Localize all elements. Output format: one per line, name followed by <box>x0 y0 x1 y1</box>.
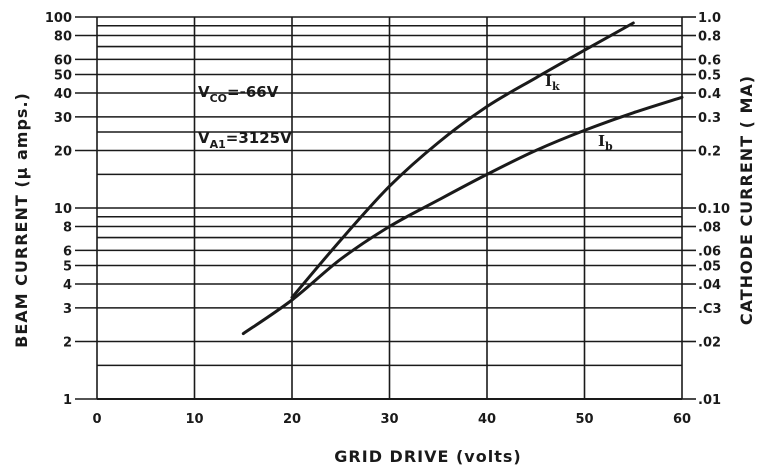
y-right-tick-label: .C3 <box>698 302 722 317</box>
y-left-tick-label: 5 <box>63 259 72 274</box>
annotation-va1: VA1=3125V <box>198 129 292 151</box>
y-left-tick-label: 30 <box>54 111 72 126</box>
annotation-vco: VCO=-66V <box>198 83 279 105</box>
y-right-tick-label: 0.6 <box>698 53 721 68</box>
curves <box>241 21 684 336</box>
curve-label-ib: Ib <box>598 132 613 153</box>
y-left-tick-label: 8 <box>63 221 72 236</box>
x-tick-label: 60 <box>673 412 691 427</box>
x-tick-label: 50 <box>575 412 593 427</box>
x-tick-label: 20 <box>283 412 301 427</box>
y-right-tick-label: .06 <box>698 244 721 259</box>
y-left-tick-label: 80 <box>54 30 72 45</box>
y-right-tick-label: 0.2 <box>698 145 721 160</box>
axis-ticks: 0 10 20 30 40 50 60123456810203040506080100.01… <box>45 11 730 427</box>
x-tick-label: 0 <box>92 412 101 427</box>
svg-text:VCO=-66V: VCO=-66V <box>198 83 279 105</box>
curve-label-ik: Ik <box>545 72 560 93</box>
y-left-tick-label: 60 <box>54 53 72 68</box>
y-right-tick-label: .04 <box>698 278 721 293</box>
y-right-tick-label: .08 <box>698 221 721 236</box>
y-right-tick-label: 0.8 <box>698 30 721 45</box>
y-left-tick-label: 3 <box>63 302 72 317</box>
y-right-tick-label: .02 <box>698 336 721 351</box>
y-right-tick-label: 0.10 <box>698 202 730 217</box>
y-right-tick-label: 0.4 <box>698 87 721 102</box>
y-left-tick-label: 50 <box>54 68 72 83</box>
x-tick-label: 30 <box>380 412 398 427</box>
y-left-tick-label: 4 <box>63 278 72 293</box>
svg-text:Ik: Ik <box>545 72 560 93</box>
y-left-tick-label: 1 <box>63 393 72 408</box>
y-right-tick-label: .01 <box>698 393 721 408</box>
svg-text:Ib: Ib <box>598 132 613 153</box>
y-right-tick-label: .05 <box>698 259 721 274</box>
y-left-tick-label: 100 <box>45 11 72 26</box>
y-left-tick-label: 2 <box>63 336 72 351</box>
series-ik-line <box>290 21 635 299</box>
series-ib-line <box>241 95 684 336</box>
x-tick-label: 10 <box>185 412 203 427</box>
x-tick-label: 40 <box>478 412 496 427</box>
svg-text:VA1=3125V: VA1=3125V <box>198 129 292 151</box>
y-right-tick-label: 0.3 <box>698 111 721 126</box>
y-left-tick-label: 20 <box>54 145 72 160</box>
y-right-axis-title: CATHODE CURRENT ( MA) <box>737 75 756 325</box>
y-left-tick-label: 40 <box>54 87 72 102</box>
y-left-tick-label: 6 <box>63 244 72 259</box>
x-axis-title: GRID DRIVE (volts) <box>334 447 521 466</box>
y-left-tick-label: 10 <box>54 202 72 217</box>
grid <box>96 16 683 400</box>
y-right-tick-label: 1.0 <box>698 11 721 26</box>
y-left-axis-title: BEAM CURRENT (μ amps.) <box>12 92 31 348</box>
y-right-tick-label: 0.5 <box>698 68 721 83</box>
